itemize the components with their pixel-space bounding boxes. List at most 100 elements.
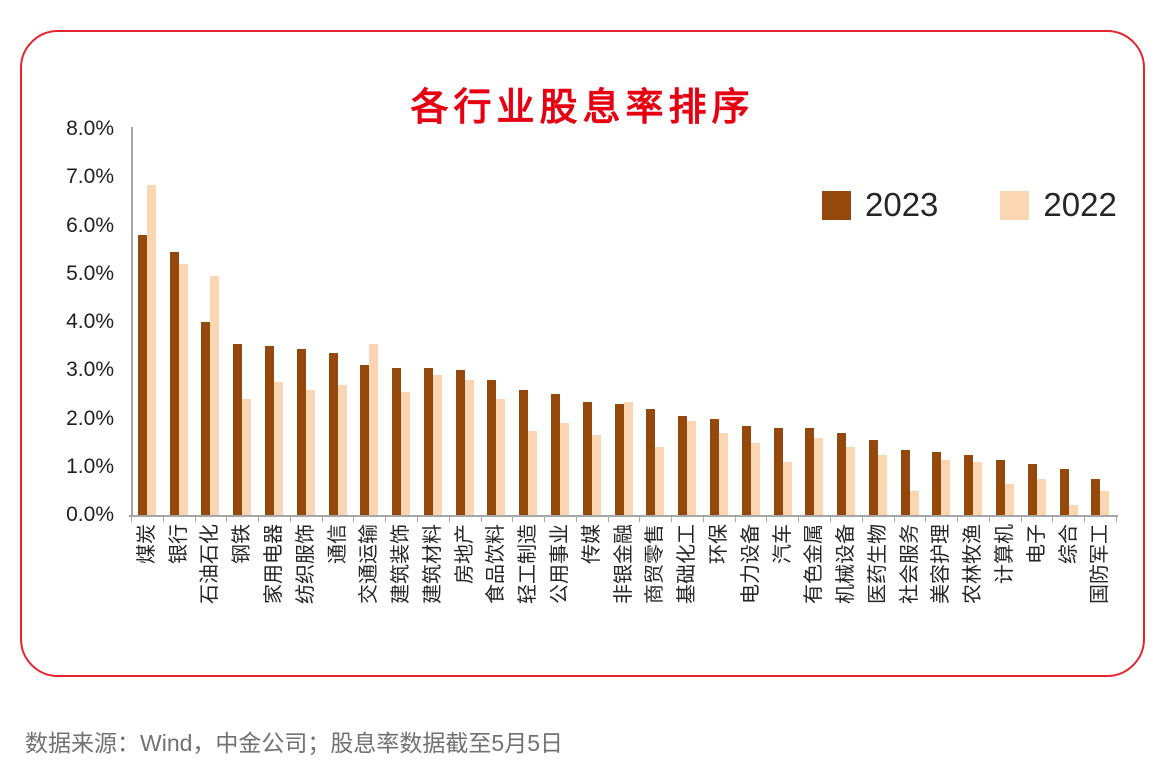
bar-2022-房地产 bbox=[464, 379, 474, 515]
x-tick-label: 计算机 bbox=[993, 524, 1016, 584]
bar-2022-煤炭 bbox=[146, 184, 156, 515]
bar-group-医药生物 bbox=[862, 129, 894, 515]
x-tick-label: 银行 bbox=[167, 524, 190, 564]
y-tick-label: 5.0% bbox=[66, 261, 114, 285]
x-tick bbox=[162, 517, 164, 522]
bar-group-房地产 bbox=[449, 129, 481, 515]
x-tick bbox=[766, 517, 768, 522]
bar-2022-石油石化 bbox=[210, 276, 220, 515]
plot-area bbox=[131, 129, 1116, 515]
bar-2023-纺织服饰 bbox=[296, 348, 306, 515]
bar-2023-农林牧渔 bbox=[964, 454, 974, 515]
x-tick-label: 家用电器 bbox=[263, 524, 286, 604]
x-tick-label: 房地产 bbox=[453, 524, 476, 584]
bar-2022-纺织服饰 bbox=[305, 389, 315, 515]
bar-2023-电力设备 bbox=[741, 425, 751, 515]
x-tick bbox=[830, 517, 832, 522]
x-tick bbox=[861, 517, 863, 522]
bar-2022-农林牧渔 bbox=[973, 461, 983, 515]
x-tick-label: 煤炭 bbox=[135, 524, 158, 564]
x-tick-label: 社会服务 bbox=[898, 524, 921, 604]
y-axis-labels: 8.0% 7.0% 6.0% 5.0% 4.0% 3.0% 2.0% 1.0% 0.0% bbox=[22, 117, 114, 526]
x-tick-label: 机械设备 bbox=[835, 524, 858, 604]
x-tick bbox=[416, 517, 418, 522]
chart-card: 各行业股息率排序 2023 2022 8.0% 7.0% 6.0% 5.0% 4.0% 3.… bbox=[20, 30, 1145, 677]
x-label-cell: 建筑材料 bbox=[417, 524, 449, 664]
x-label-cell: 建筑装饰 bbox=[385, 524, 417, 664]
x-label-cell: 商贸零售 bbox=[640, 524, 672, 664]
x-tick-label: 石油石化 bbox=[199, 524, 222, 604]
x-label-cell: 房地产 bbox=[449, 524, 481, 664]
x-label-cell: 煤炭 bbox=[131, 524, 163, 664]
bar-2023-环保 bbox=[709, 418, 719, 515]
bar-2023-综合 bbox=[1059, 469, 1069, 515]
bar-2022-机械设备 bbox=[846, 447, 856, 515]
x-tick-label: 美容护理 bbox=[930, 524, 953, 604]
x-tick bbox=[671, 517, 673, 522]
x-label-cell: 石油石化 bbox=[195, 524, 227, 664]
legend-swatch-2022 bbox=[1000, 190, 1030, 220]
bar-group-汽车 bbox=[767, 129, 799, 515]
bar-2023-美容护理 bbox=[932, 452, 942, 515]
x-tick bbox=[131, 517, 132, 522]
bar-group-煤炭 bbox=[131, 129, 163, 515]
x-tick-label: 有色金属 bbox=[803, 524, 826, 604]
x-tick bbox=[925, 517, 927, 522]
x-tick-label: 食品饮料 bbox=[485, 524, 508, 604]
x-axis-ticks bbox=[131, 517, 1117, 523]
bar-2023-交通运输 bbox=[360, 365, 370, 515]
bar-2022-钢铁 bbox=[242, 399, 252, 515]
y-tick-label: 0.0% bbox=[66, 503, 114, 526]
bar-2022-社会服务 bbox=[909, 490, 919, 515]
x-label-cell: 环保 bbox=[703, 524, 735, 664]
bar-2023-计算机 bbox=[995, 459, 1005, 515]
bar-groups bbox=[131, 129, 1116, 515]
x-label-cell: 计算机 bbox=[989, 524, 1021, 664]
x-label-cell: 公用事业 bbox=[544, 524, 576, 664]
x-label-cell: 传媒 bbox=[576, 524, 608, 664]
bar-group-机械设备 bbox=[830, 129, 862, 515]
x-tick bbox=[226, 517, 228, 522]
bar-2022-传媒 bbox=[591, 435, 601, 515]
x-label-cell: 国防军工 bbox=[1084, 524, 1116, 664]
x-label-cell: 家用电器 bbox=[258, 524, 290, 664]
bar-2022-汽车 bbox=[782, 461, 792, 515]
bar-group-基础化工 bbox=[671, 129, 703, 515]
x-tick bbox=[1052, 517, 1054, 522]
x-label-cell: 机械设备 bbox=[830, 524, 862, 664]
x-label-cell: 通信 bbox=[322, 524, 354, 664]
bar-group-钢铁 bbox=[226, 129, 258, 515]
bar-group-交通运输 bbox=[353, 129, 385, 515]
bar-2023-家用电器 bbox=[265, 346, 275, 515]
bar-2022-银行 bbox=[178, 264, 188, 515]
bar-2022-通信 bbox=[337, 384, 347, 515]
x-tick bbox=[448, 517, 450, 522]
x-tick-label: 建筑装饰 bbox=[390, 524, 413, 604]
bar-group-传媒 bbox=[576, 129, 608, 515]
x-tick-label: 公用事业 bbox=[549, 524, 572, 604]
bar-2022-家用电器 bbox=[274, 382, 284, 515]
x-tick-label: 农林牧渔 bbox=[962, 524, 985, 604]
bar-2023-基础化工 bbox=[678, 416, 688, 515]
bar-2023-医药生物 bbox=[868, 440, 878, 515]
x-tick-label: 国防军工 bbox=[1089, 524, 1112, 604]
x-tick bbox=[385, 517, 387, 522]
bar-2022-环保 bbox=[718, 432, 728, 515]
bar-group-建筑装饰 bbox=[385, 129, 417, 515]
bar-2022-轻工制造 bbox=[528, 430, 538, 515]
bar-2022-电力设备 bbox=[750, 442, 760, 515]
bar-2023-银行 bbox=[169, 252, 179, 515]
x-tick-label: 传媒 bbox=[580, 524, 603, 564]
bar-2023-国防军工 bbox=[1091, 478, 1101, 515]
x-label-cell: 轻工制造 bbox=[512, 524, 544, 664]
x-label-cell: 纺织服饰 bbox=[290, 524, 322, 664]
legend-label: 2022 bbox=[1043, 186, 1117, 223]
x-label-cell: 电力设备 bbox=[735, 524, 767, 664]
x-tick bbox=[194, 517, 196, 522]
y-tick-label: 2.0% bbox=[66, 406, 114, 430]
bar-2023-社会服务 bbox=[900, 449, 910, 515]
x-tick-label: 通信 bbox=[326, 524, 349, 564]
x-label-cell: 社会服务 bbox=[894, 524, 926, 664]
bar-2022-医药生物 bbox=[877, 454, 887, 515]
x-tick bbox=[321, 517, 323, 522]
